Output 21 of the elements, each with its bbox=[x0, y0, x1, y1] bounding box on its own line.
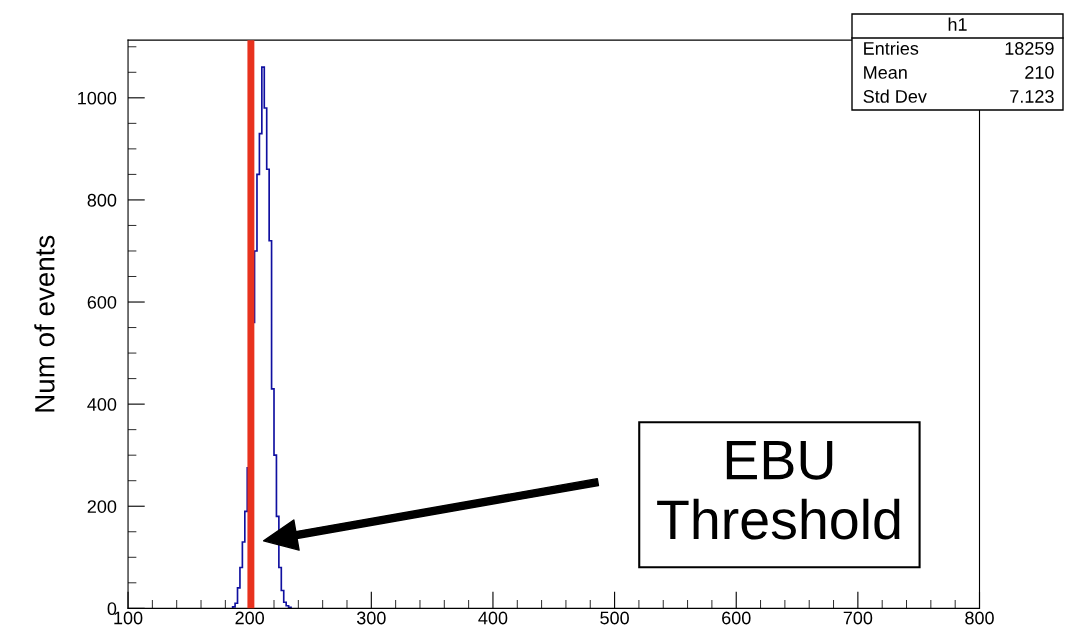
x-tick-label: 800 bbox=[965, 611, 994, 625]
x-tick-label: 300 bbox=[356, 611, 386, 625]
annotation: Std Dev bbox=[863, 89, 927, 103]
x-tick-label: 600 bbox=[722, 611, 751, 625]
annotation: EBU Threshold bbox=[657, 440, 900, 540]
x-tick-label: 700 bbox=[843, 611, 873, 625]
annotation: Entries bbox=[864, 41, 919, 55]
y-tick-label: 400 bbox=[87, 398, 117, 411]
text: 18259 bbox=[1005, 42, 1054, 55]
x-tick-label: 200 bbox=[235, 611, 265, 625]
y-tick-label: 800 bbox=[87, 193, 117, 207]
x-tick-label: 500 bbox=[600, 611, 629, 625]
text: 7.123 bbox=[1010, 90, 1054, 103]
annotation: Mean bbox=[864, 66, 907, 79]
text: 210 bbox=[1025, 66, 1054, 79]
x-tick-label: 400 bbox=[478, 611, 508, 625]
y-tick-label: 1000 bbox=[78, 91, 117, 105]
y-axis-title: Num of events bbox=[34, 235, 55, 412]
y-tick-label: 600 bbox=[87, 295, 117, 309]
text: h1 bbox=[948, 17, 967, 31]
y-tick-label: 200 bbox=[87, 500, 117, 513]
